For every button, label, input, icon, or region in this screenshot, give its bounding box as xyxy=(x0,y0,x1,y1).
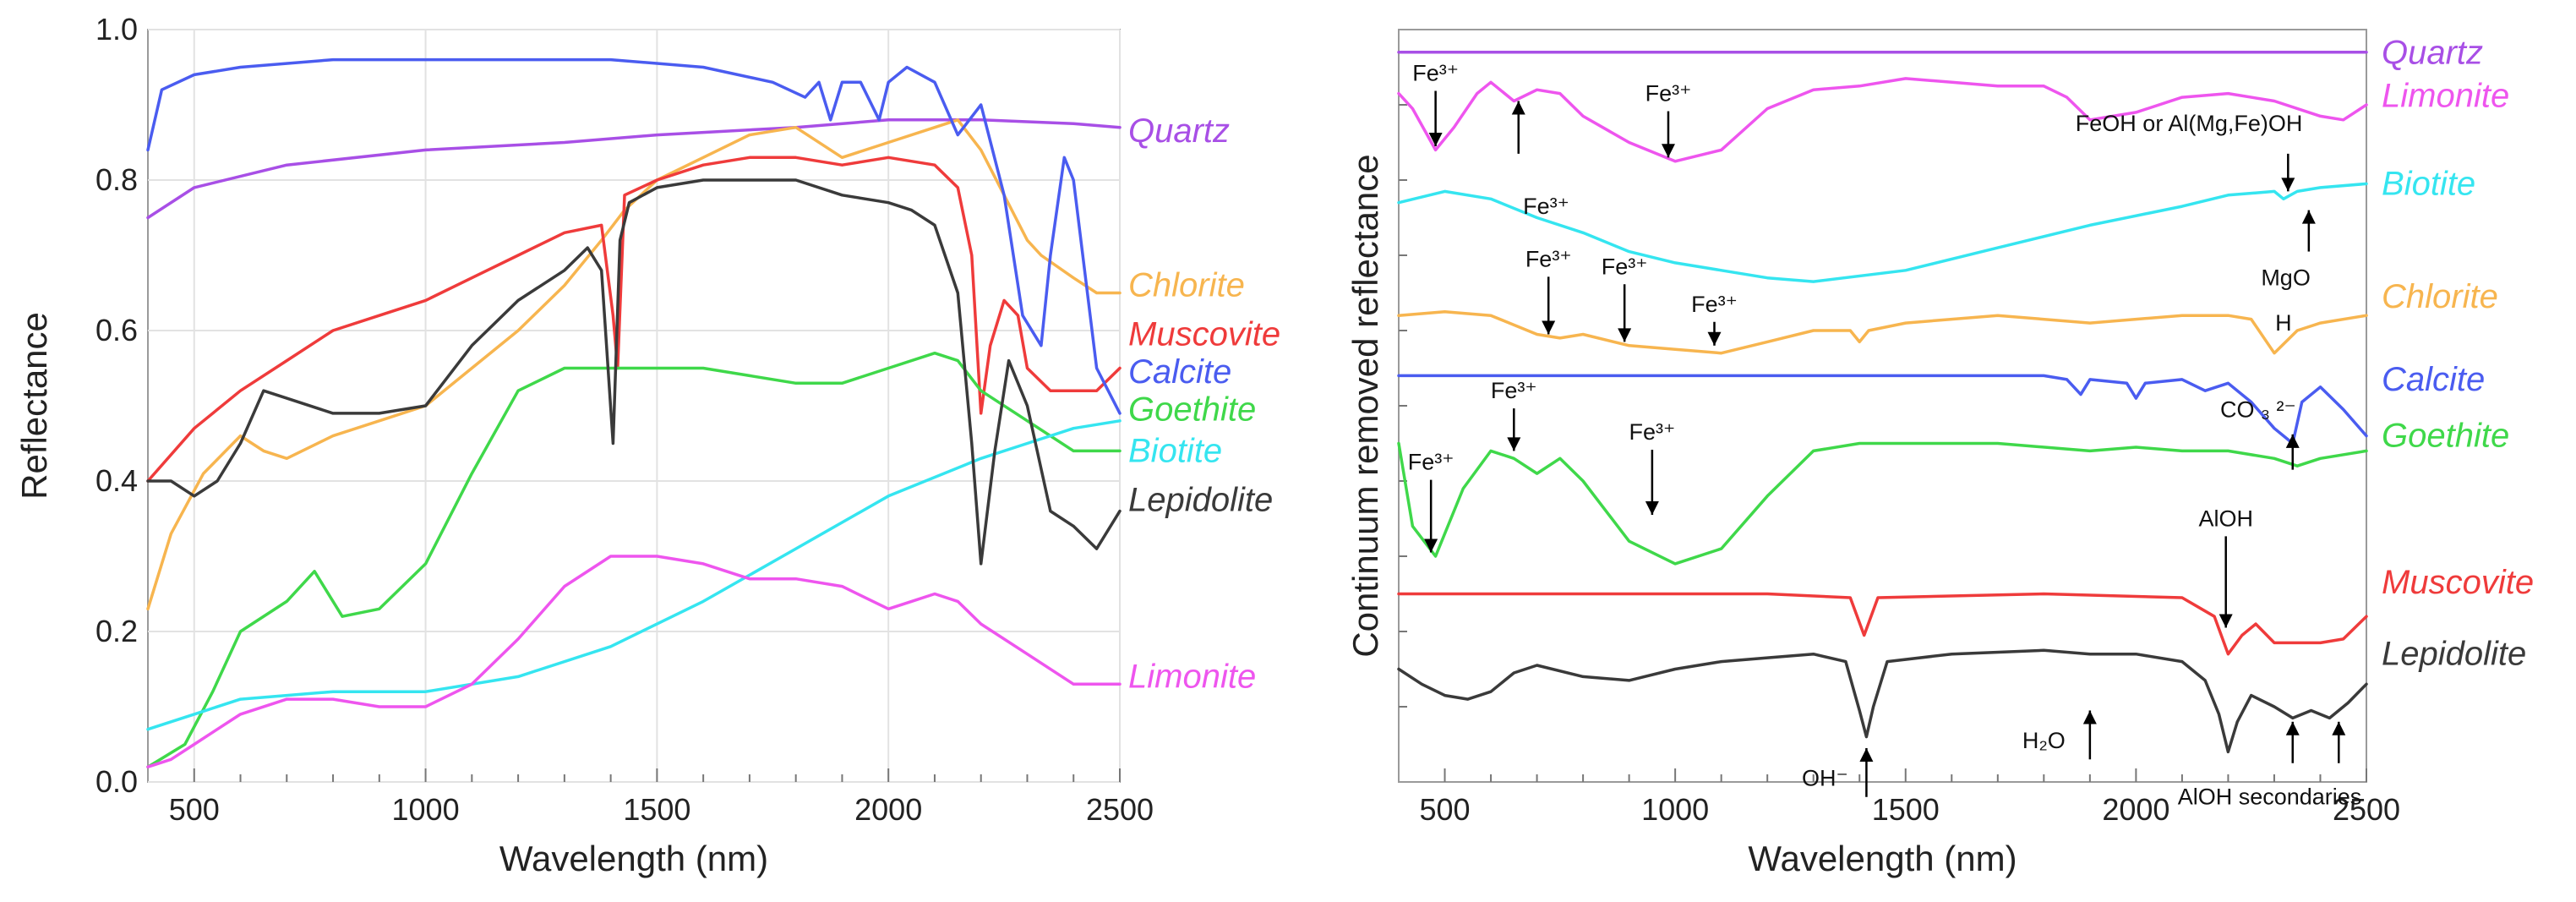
plot-area xyxy=(1398,29,2367,783)
x-tick-label: 500 xyxy=(1419,792,1470,827)
annotation-arrow-head xyxy=(2082,710,2097,724)
y-axis-title: Reflectance xyxy=(14,312,54,500)
y-tick-label: 0.8 xyxy=(96,162,138,197)
legend-label-chlorite: Chlorite xyxy=(1128,267,1245,304)
series-line-lepidolite xyxy=(1397,648,2368,754)
x-axis-title: Wavelength (nm) xyxy=(1748,839,2017,878)
annotation-arrow-head xyxy=(1424,538,1438,553)
annotation-arrow-head xyxy=(1511,101,1525,115)
legend-label-quartz: Quartz xyxy=(2382,35,2483,72)
annotation-arrow-head xyxy=(2285,434,2300,448)
annotation-label: CO ₃ ²⁻ xyxy=(2220,396,2296,422)
annotation-arrow-head xyxy=(2285,721,2300,735)
legend-label-muscovite: Muscovite xyxy=(2382,564,2534,601)
series-line-muscovite xyxy=(146,156,1122,483)
annotation-arrow-head xyxy=(1707,331,1722,346)
annotation-arrow-head xyxy=(2281,178,2295,192)
legend-label-limonite: Limonite xyxy=(1128,658,1256,695)
series-line-chlorite xyxy=(1397,310,2368,355)
annotation-label: MgO xyxy=(2261,265,2311,291)
annotation-arrow-head xyxy=(1618,328,1632,342)
series-line-limonite xyxy=(146,555,1122,768)
annotation-arrow-head xyxy=(2301,210,2316,224)
series-line-goethite xyxy=(1397,441,2368,566)
left-reflectance-chart: 500 1000 1500 2000 2500 0.0 0.2 0.4 0.6 0.8 1.0 Wav… xyxy=(14,12,1280,878)
series-line-calcite xyxy=(1397,374,2368,446)
annotation-label: AlOH secondaries xyxy=(2178,784,2362,810)
y-tick-label: 0.0 xyxy=(96,764,138,799)
annotation-label: H xyxy=(2275,310,2292,336)
series-line-limonite xyxy=(1397,77,2368,163)
x-tick-label: 2000 xyxy=(854,792,922,827)
series-line-biotite xyxy=(1397,182,2368,283)
legend-label-quartz: Quartz xyxy=(1128,112,1230,150)
legend-label-biotite: Biotite xyxy=(2382,165,2475,202)
x-tick-label: 2500 xyxy=(2333,792,2400,827)
annotation-label: Fe³⁺ xyxy=(1602,254,1648,279)
x-tick-label: 1500 xyxy=(1872,792,1940,827)
legend-label-biotite: Biotite xyxy=(1128,432,1222,469)
series-line-calcite xyxy=(146,57,1122,415)
legend-label-calcite: Calcite xyxy=(2382,361,2485,398)
legend-label-limonite: Limonite xyxy=(2382,77,2509,114)
annotation-label: Fe³⁺ xyxy=(1412,61,1459,86)
legend-label-chlorite: Chlorite xyxy=(2382,278,2498,315)
annotation-label: Fe³⁺ xyxy=(1691,292,1738,317)
legend-label-goethite: Goethite xyxy=(1128,391,1256,428)
x-tick-label: 1500 xyxy=(623,792,690,827)
y-tick-label: 1.0 xyxy=(96,12,138,46)
legend-label-goethite: Goethite xyxy=(2382,418,2509,455)
series-line-lepidolite xyxy=(146,178,1122,566)
annotation-label: Fe³⁺ xyxy=(1629,419,1675,445)
y-axis-title: Continuum removed reflectance xyxy=(1345,154,1385,657)
annotation-arrow-head xyxy=(2332,721,2346,735)
series-line-quartz xyxy=(146,118,1122,220)
series-line-biotite xyxy=(146,419,1122,731)
x-axis-title: Wavelength (nm) xyxy=(499,839,768,878)
annotation-label: Fe³⁺ xyxy=(1408,450,1454,475)
y-tick-label: 0.4 xyxy=(96,463,138,498)
x-tick-label: 500 xyxy=(169,792,220,827)
annotation-label: OH⁻ xyxy=(1802,765,1848,790)
legend-label-muscovite: Muscovite xyxy=(1128,315,1280,353)
annotation-arrow-head xyxy=(1645,501,1659,516)
annotation-arrow-head xyxy=(1661,144,1675,158)
x-tick-label: 2500 xyxy=(1086,792,1154,827)
annotation-label: Fe³⁺ xyxy=(1523,194,1569,219)
series-line-muscovite xyxy=(1397,592,2368,656)
annotation-arrow-head xyxy=(1428,132,1443,146)
annotation-arrow-head xyxy=(1542,320,1556,335)
annotation-label: H₂O xyxy=(2022,728,2066,753)
legend-label-calcite: Calcite xyxy=(1128,353,1231,391)
annotation-arrow-head xyxy=(2219,614,2233,628)
annotation-arrow-head xyxy=(1859,747,1874,762)
annotation-label: Fe³⁺ xyxy=(1645,81,1692,107)
annotation-label: AlOH xyxy=(2198,506,2253,531)
y-tick-label: 0.2 xyxy=(96,614,138,648)
annotation-label: Fe³⁺ xyxy=(1525,246,1572,271)
annotation-label: Fe³⁺ xyxy=(1491,378,1537,403)
annotation-label: FeOH or Al(Mg,Fe)OH xyxy=(2076,111,2303,136)
series-line-goethite xyxy=(146,351,1122,768)
legend-label-lepidolite: Lepidolite xyxy=(1128,481,1273,518)
x-tick-label: 1000 xyxy=(1641,792,1709,827)
y-tick-label: 0.6 xyxy=(96,313,138,347)
x-tick-label: 1000 xyxy=(392,792,460,827)
x-tick-label: 2000 xyxy=(2102,792,2169,827)
legend-label-lepidolite: Lepidolite xyxy=(2382,636,2526,673)
right-continuum-removed-chart: 500 1000 1500 2000 2500 Wavelength (nm) Contin… xyxy=(1345,29,2534,878)
annotation-arrow-head xyxy=(1507,437,1521,451)
